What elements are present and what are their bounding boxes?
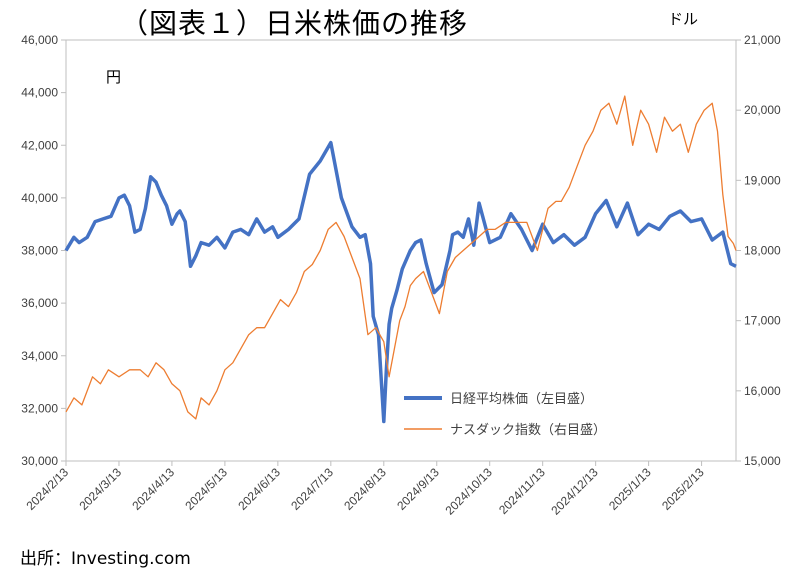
source-note: 出所：Investing.com: [20, 549, 191, 569]
x-tick-label: 2025/1/13: [606, 465, 654, 513]
series-layer: [64, 95, 737, 424]
left-tick-label: 46,000: [21, 33, 58, 47]
left-tick-label: 34,000: [21, 349, 58, 363]
left-axis-unit: 円: [106, 68, 122, 86]
right-tick-label: 16,000: [744, 384, 781, 398]
x-tick-label: 2024/9/13: [394, 465, 442, 513]
x-tick-label: 2024/12/13: [548, 465, 601, 518]
right-tick-label: 18,000: [744, 244, 781, 258]
left-tick-label: 30,000: [21, 454, 58, 468]
left-tick-label: 38,000: [21, 244, 58, 258]
x-tick-label: 2024/8/13: [341, 465, 389, 513]
x-tick-label: 2024/5/13: [182, 465, 230, 513]
series-line-nikkei: [64, 140, 737, 424]
right-tick-label: 21,000: [744, 33, 781, 47]
x-tick-label: 2024/2/13: [23, 465, 71, 513]
legend: 日経平均株価（左目盛） ナスダック指数（右目盛）: [404, 392, 606, 438]
right-tick-label: 19,000: [744, 173, 781, 187]
x-tick-label: 2024/10/13: [442, 465, 495, 518]
legend-label: 日経平均株価（左目盛）: [450, 392, 593, 407]
left-tick-label: 32,000: [21, 401, 58, 415]
x-tick-label: 2025/2/13: [659, 465, 707, 513]
right-tick-label: 15,000: [744, 454, 781, 468]
series-line-nasdaq: [65, 95, 737, 420]
left-tick-label: 40,000: [21, 191, 58, 205]
x-tick-label: 2024/11/13: [496, 465, 548, 517]
x-tick-label: 2024/3/13: [76, 465, 124, 513]
legend-label: ナスダック指数（右目盛）: [450, 423, 606, 438]
x-tick-label: 2024/4/13: [129, 465, 177, 513]
left-tick-label: 42,000: [21, 138, 58, 152]
x-tick-label: 2024/6/13: [235, 465, 283, 513]
left-tick-label: 44,000: [21, 86, 58, 100]
x-tick-label: 2024/7/13: [288, 465, 336, 513]
right-tick-label: 17,000: [744, 314, 781, 328]
right-tick-label: 20,000: [744, 103, 781, 117]
chart-title: （図表１）日米株価の推移: [120, 7, 469, 40]
right-axis-unit: ドル: [668, 10, 699, 28]
plot-frame: [65, 39, 737, 462]
left-tick-label: 36,000: [21, 296, 58, 310]
